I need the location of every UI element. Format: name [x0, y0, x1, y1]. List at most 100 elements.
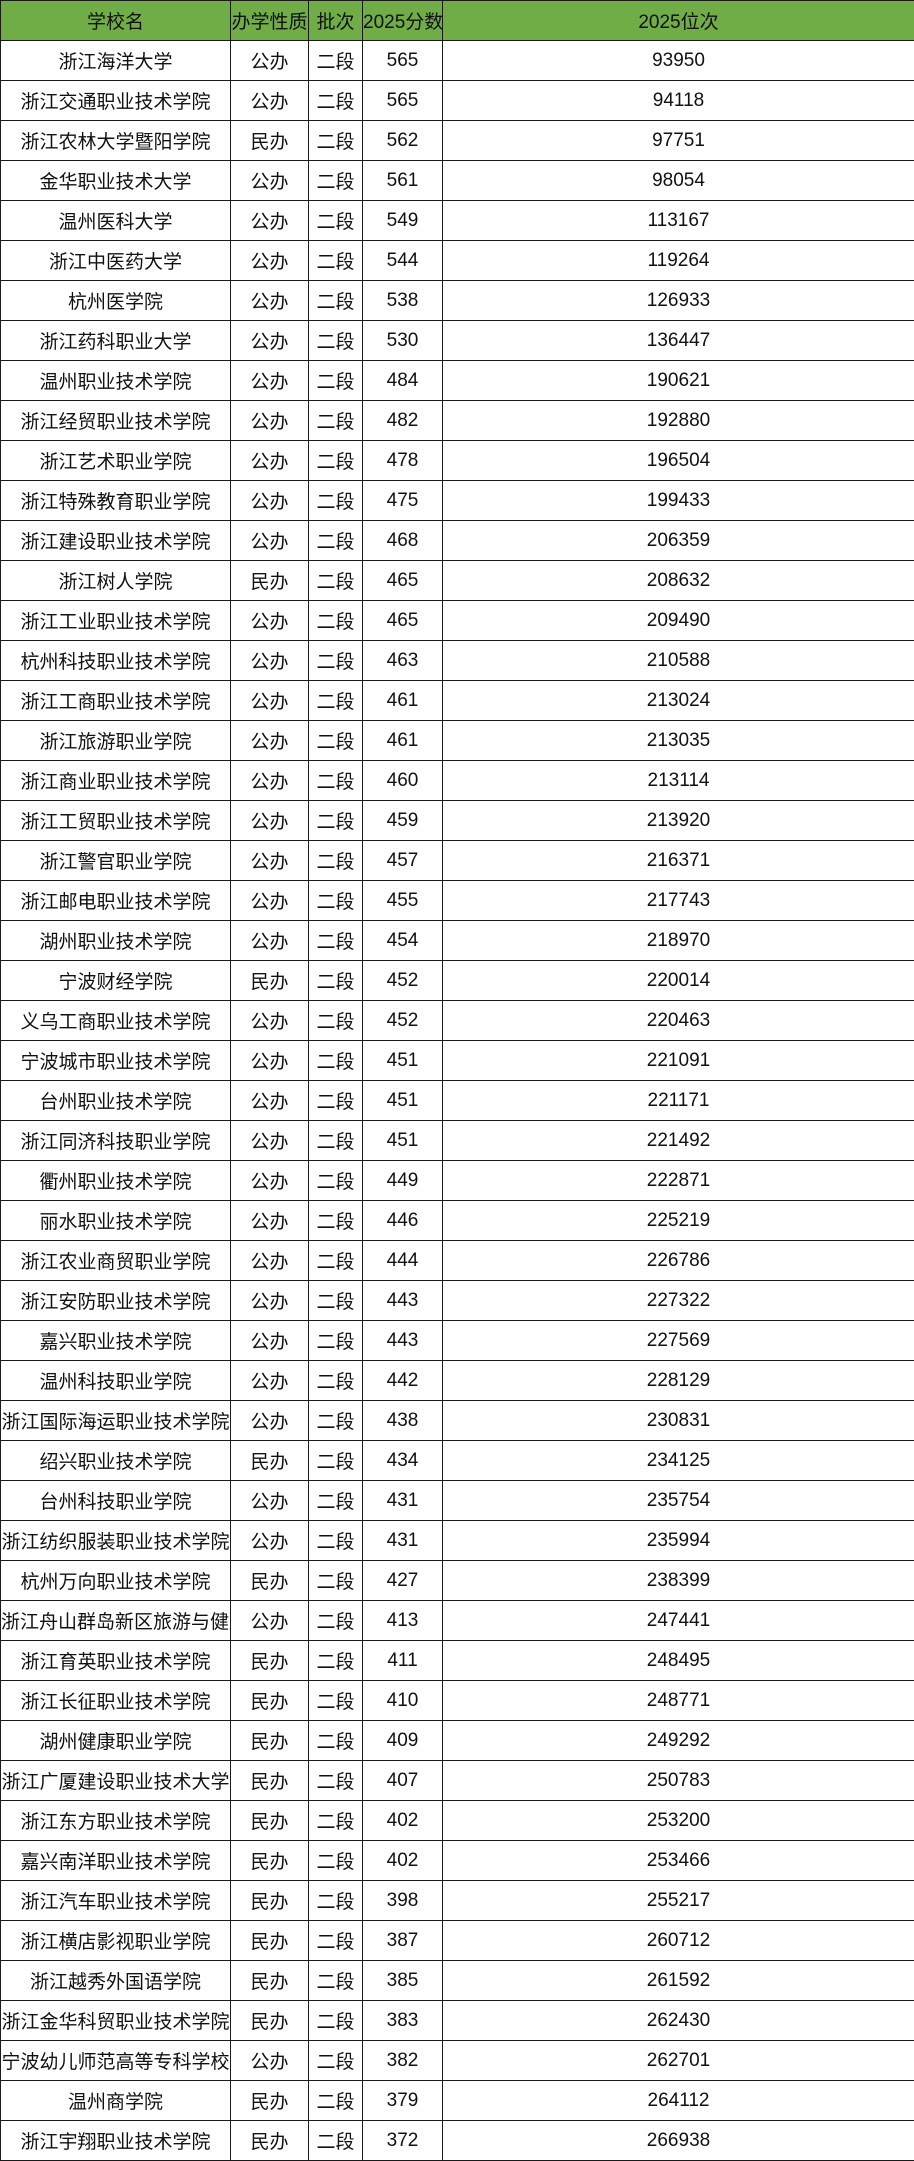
- cell-school-type: 公办: [230, 720, 309, 761]
- cell-rank: 213035: [442, 720, 914, 761]
- table-row: 浙江金华科贸职业技术学院 民办 二段 383 262430: [0, 2000, 914, 2041]
- cell-school-type: 民办: [230, 1840, 309, 1881]
- cell-score: 431: [362, 1480, 443, 1521]
- cell-rank: 253200: [442, 1800, 914, 1841]
- cell-rank: 260712: [442, 1920, 914, 1961]
- cell-batch: 二段: [308, 680, 363, 721]
- cell-school-type: 公办: [230, 1160, 309, 1201]
- cell-score: 461: [362, 720, 443, 761]
- table-row: 浙江药科职业大学 公办 二段 530 136447: [0, 320, 914, 361]
- cell-school-type: 公办: [230, 1120, 309, 1161]
- cell-school-type: 公办: [230, 1400, 309, 1441]
- cell-score: 387: [362, 1920, 443, 1961]
- cell-batch: 二段: [308, 2040, 363, 2081]
- cell-school-name: 湖州职业技术学院: [0, 920, 231, 961]
- table-row: 宁波城市职业技术学院 公办 二段 451 221091: [0, 1040, 914, 1081]
- cell-school-name: 浙江经贸职业技术学院: [0, 400, 231, 441]
- cell-score: 383: [362, 2000, 443, 2041]
- cell-batch: 二段: [308, 280, 363, 321]
- cell-school-name: 浙江交通职业技术学院: [0, 80, 231, 121]
- cell-school-type: 公办: [230, 2040, 309, 2081]
- cell-school-type: 民办: [230, 1440, 309, 1481]
- table-row: 浙江东方职业技术学院 民办 二段 402 253200: [0, 1800, 914, 1841]
- cell-school-type: 公办: [230, 160, 309, 201]
- cell-score: 530: [362, 320, 443, 361]
- cell-school-name: 温州商学院: [0, 2080, 231, 2121]
- cell-school-name: 杭州科技职业技术学院: [0, 640, 231, 681]
- cell-batch: 二段: [308, 1680, 363, 1721]
- table-row: 浙江商业职业技术学院 公办 二段 460 213114: [0, 760, 914, 801]
- cell-rank: 266938: [442, 2120, 914, 2161]
- cell-batch: 二段: [308, 520, 363, 561]
- cell-rank: 227569: [442, 1320, 914, 1361]
- cell-batch: 二段: [308, 2080, 363, 2121]
- cell-school-type: 公办: [230, 80, 309, 121]
- cell-score: 544: [362, 240, 443, 281]
- table-row: 绍兴职业技术学院 民办 二段 434 234125: [0, 1440, 914, 1481]
- table-row: 湖州健康职业学院 民办 二段 409 249292: [0, 1720, 914, 1761]
- cell-school-type: 公办: [230, 400, 309, 441]
- cell-school-type: 公办: [230, 640, 309, 681]
- cell-school-name: 金华职业技术大学: [0, 160, 231, 201]
- cell-batch: 二段: [308, 920, 363, 961]
- cell-rank: 213920: [442, 800, 914, 841]
- cell-score: 427: [362, 1560, 443, 1601]
- table-row: 温州医科大学 公办 二段 549 113167: [0, 200, 914, 241]
- cell-school-name: 浙江商业职业技术学院: [0, 760, 231, 801]
- cell-score: 463: [362, 640, 443, 681]
- cell-school-name: 浙江药科职业大学: [0, 320, 231, 361]
- cell-school-type: 公办: [230, 1000, 309, 1041]
- cell-score: 413: [362, 1600, 443, 1641]
- cell-batch: 二段: [308, 440, 363, 481]
- cell-score: 460: [362, 760, 443, 801]
- cell-rank: 218970: [442, 920, 914, 961]
- cell-school-name: 嘉兴职业技术学院: [0, 1320, 231, 1361]
- table-row: 浙江横店影视职业学院 民办 二段 387 260712: [0, 1920, 914, 1961]
- cell-school-name: 浙江中医药大学: [0, 240, 231, 281]
- cell-school-type: 公办: [230, 1600, 309, 1641]
- cell-rank: 248771: [442, 1680, 914, 1721]
- cell-score: 379: [362, 2080, 443, 2121]
- cell-school-name: 浙江旅游职业学院: [0, 720, 231, 761]
- cell-score: 443: [362, 1320, 443, 1361]
- cell-rank: 98054: [442, 160, 914, 201]
- table-row: 浙江旅游职业学院 公办 二段 461 213035: [0, 720, 914, 761]
- table-row: 浙江汽车职业技术学院 民办 二段 398 255217: [0, 1880, 914, 1921]
- table-row: 杭州万向职业技术学院 民办 二段 427 238399: [0, 1560, 914, 1601]
- cell-score: 451: [362, 1080, 443, 1121]
- cell-rank: 93950: [442, 40, 914, 81]
- cell-rank: 250783: [442, 1760, 914, 1801]
- table-row: 浙江农业商贸职业学院 公办 二段 444 226786: [0, 1240, 914, 1281]
- cell-rank: 206359: [442, 520, 914, 561]
- cell-batch: 二段: [308, 240, 363, 281]
- cell-rank: 213114: [442, 760, 914, 801]
- cell-score: 444: [362, 1240, 443, 1281]
- table-row: 浙江同济科技职业学院 公办 二段 451 221492: [0, 1120, 914, 1161]
- cell-school-type: 民办: [230, 120, 309, 161]
- cell-score: 565: [362, 40, 443, 81]
- cell-rank: 126933: [442, 280, 914, 321]
- cell-school-name: 浙江东方职业技术学院: [0, 1800, 231, 1841]
- cell-school-type: 公办: [230, 200, 309, 241]
- cell-batch: 二段: [308, 2120, 363, 2161]
- cell-batch: 二段: [308, 1120, 363, 1161]
- cell-school-name: 浙江横店影视职业学院: [0, 1920, 231, 1961]
- cell-school-name: 义乌工商职业技术学院: [0, 1000, 231, 1041]
- cell-school-name: 台州职业技术学院: [0, 1080, 231, 1121]
- cell-score: 446: [362, 1200, 443, 1241]
- cell-batch: 二段: [308, 80, 363, 121]
- cell-school-name: 浙江汽车职业技术学院: [0, 1880, 231, 1921]
- cell-batch: 二段: [308, 840, 363, 881]
- cell-school-name: 嘉兴南洋职业技术学院: [0, 1840, 231, 1881]
- cell-rank: 228129: [442, 1360, 914, 1401]
- cell-score: 452: [362, 1000, 443, 1041]
- cell-school-name: 浙江工商职业技术学院: [0, 680, 231, 721]
- cell-score: 478: [362, 440, 443, 481]
- cell-score: 451: [362, 1040, 443, 1081]
- cell-rank: 225219: [442, 1200, 914, 1241]
- table-row: 浙江特殊教育职业学院 公办 二段 475 199433: [0, 480, 914, 521]
- cell-school-name: 浙江育英职业技术学院: [0, 1640, 231, 1681]
- cell-score: 402: [362, 1840, 443, 1881]
- header-school-type: 办学性质: [230, 0, 309, 41]
- cell-batch: 二段: [308, 880, 363, 921]
